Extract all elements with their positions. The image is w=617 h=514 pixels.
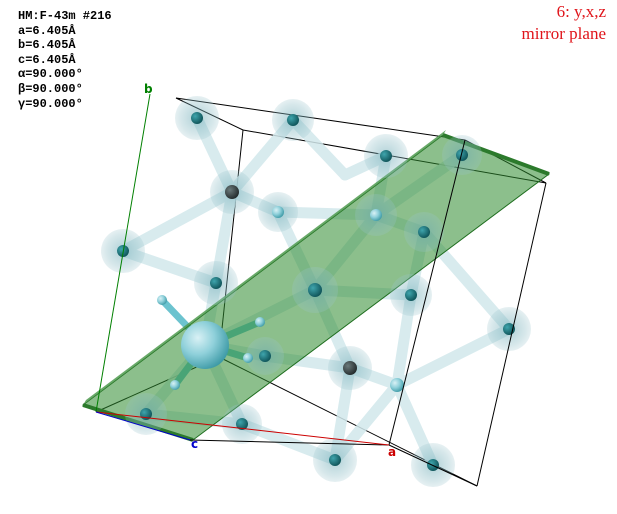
atom [364, 134, 408, 178]
symmetry-operation-label: 6: y,x,z mirror plane [522, 1, 607, 45]
cell-b: b=6.405Å [18, 38, 76, 53]
atom [255, 317, 265, 327]
atom [272, 99, 314, 141]
atom [175, 96, 219, 140]
atom [125, 393, 167, 435]
cell-axes [95, 93, 390, 446]
atom [258, 192, 298, 232]
atom [222, 404, 262, 444]
b-axis [95, 93, 151, 413]
space-group: HM:F-43m #216 [18, 9, 112, 23]
cell-beta: β=90.000° [18, 81, 83, 96]
cell-alpha: α=90.000° [18, 67, 83, 82]
atom [194, 261, 238, 305]
cell-parameters: HM:F-43m #216 a=6.405Å b=6.405Å c=6.405Å… [18, 9, 112, 111]
cell-a: a=6.405Å [18, 23, 76, 38]
c-axis [95, 411, 191, 441]
symop-number: 6: y,x,z [556, 2, 606, 21]
cell-c: c=6.405Å [18, 52, 76, 67]
atom [442, 135, 482, 175]
atom [390, 274, 432, 316]
a-axis [95, 411, 390, 446]
atom [243, 353, 253, 363]
atom [390, 378, 404, 392]
c-axis-label: c [191, 437, 199, 451]
unit-cell-front-edges [189, 139, 547, 487]
atom [328, 346, 372, 390]
symop-element: mirror plane [521, 24, 607, 43]
atom [404, 212, 444, 252]
atom [157, 295, 167, 305]
a-axis-label: a [388, 445, 397, 459]
b-axis-label: b [144, 82, 153, 96]
atom [210, 170, 254, 214]
atoms [101, 96, 531, 487]
atom [313, 438, 357, 482]
selected-atom [181, 321, 229, 369]
atom [292, 267, 338, 313]
atom [170, 380, 180, 390]
atom [246, 337, 284, 375]
atom [355, 194, 397, 236]
cell-gamma: γ=90.000° [18, 96, 83, 111]
